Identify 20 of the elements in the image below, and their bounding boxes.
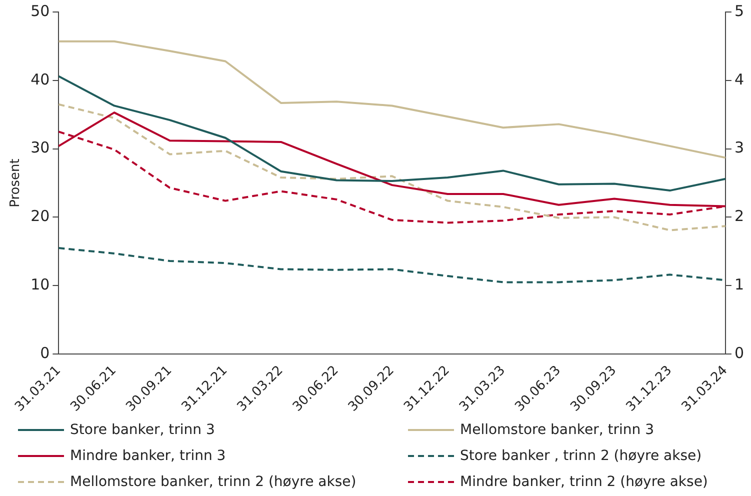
legend-label: Store banker , trinn 2 (høyre akse)	[460, 448, 702, 464]
y2-tick-label: 4	[734, 70, 744, 88]
y-tick-label: 20	[30, 207, 50, 226]
y-axis-title: Prosent	[8, 158, 24, 208]
y-tick-label: 30	[30, 138, 50, 157]
y2-tick-label: 3	[734, 138, 744, 157]
y-tick-label: 40	[30, 70, 50, 88]
legend-label: Mellomstore banker, trinn 2 (høyre akse)	[70, 474, 356, 490]
line-series	[58, 103, 726, 232]
legend-label: Mindre banker, trinn 2 (høyre akse)	[460, 474, 708, 490]
y2-tick-label: 5	[734, 2, 744, 20]
y-tick-label: 10	[30, 276, 50, 294]
y2-tick-label: 1	[734, 276, 744, 294]
y-tick-label: 0	[40, 344, 50, 362]
legend-label: Store banker, trinn 3	[70, 422, 215, 438]
y-tick-label: 50	[30, 2, 50, 20]
legend-label: Mindre banker, trinn 3	[70, 448, 226, 464]
legend-label: Mellomstore banker, trinn 3	[460, 422, 654, 438]
y2-tick-label: 2	[734, 207, 744, 226]
y2-tick-label: 0	[734, 344, 744, 362]
